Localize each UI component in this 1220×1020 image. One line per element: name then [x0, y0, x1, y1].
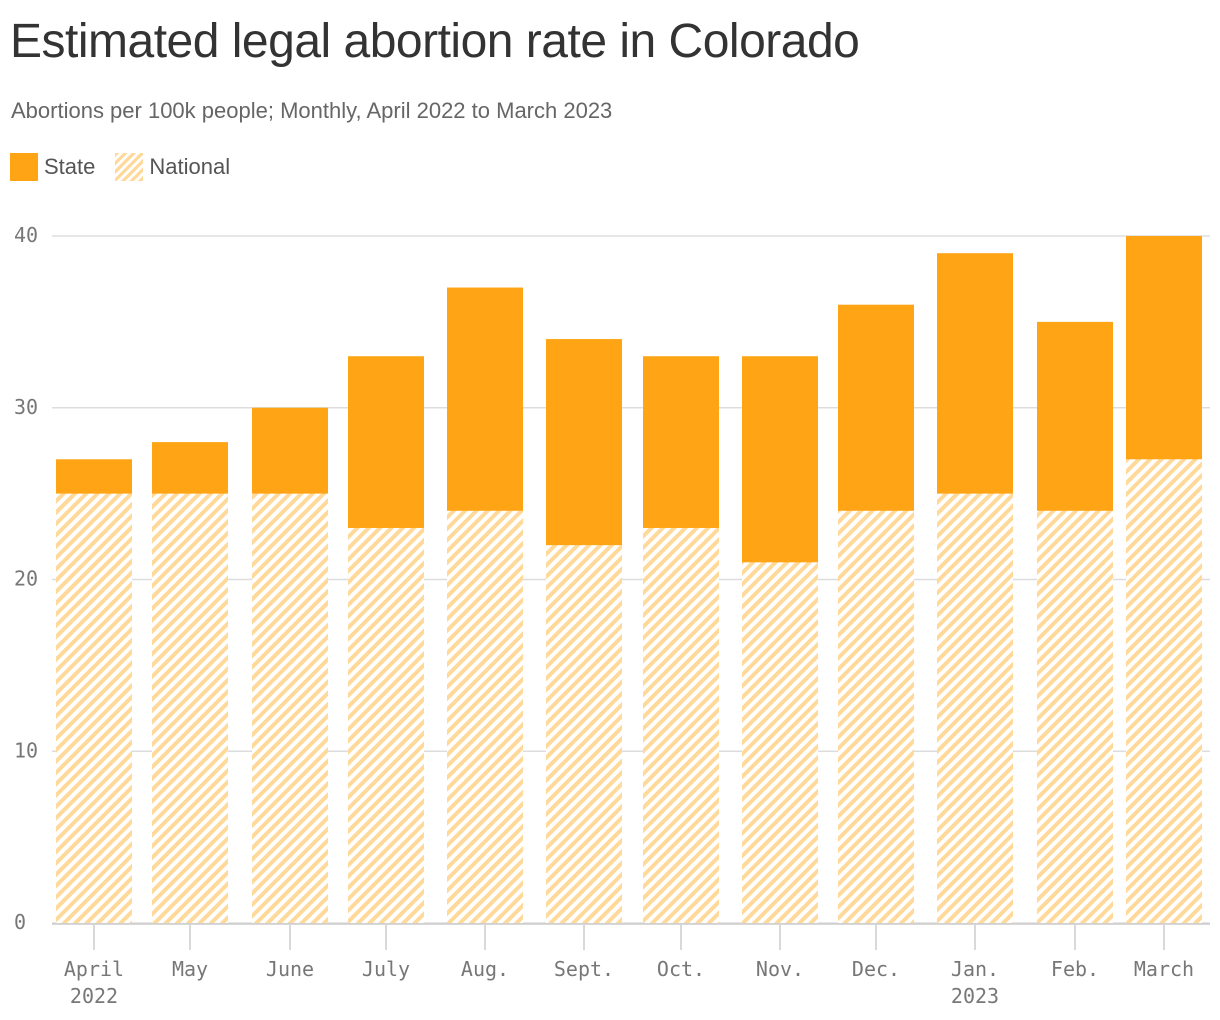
bar-national: [56, 493, 132, 923]
bar-national: [1037, 510, 1113, 923]
bar-national: [447, 510, 523, 923]
bar-national: [252, 493, 328, 923]
legend-label-national: National: [149, 154, 231, 179]
bars: [56, 236, 1202, 924]
x-tick-label: April: [64, 957, 124, 981]
x-tick-label: Aug.: [461, 957, 509, 981]
bar-national: [152, 493, 228, 923]
x-tick-label: Sept.: [554, 957, 614, 981]
legend-item-national: National: [115, 153, 230, 181]
gridlines: 0 10 20 30 40: [14, 223, 1210, 934]
y-tick-label: 30: [14, 395, 38, 419]
bar-national: [348, 527, 424, 923]
chart-title: Estimated legal abortion rate in Colorad…: [10, 15, 860, 68]
x-tick-label: June: [266, 957, 314, 981]
legend-swatch-state: [10, 153, 38, 181]
bar-national: [643, 527, 719, 923]
y-tick-label: 0: [14, 910, 26, 934]
chart-subtitle: Abortions per 100k people; Monthly, Apri…: [11, 98, 613, 123]
legend: State National: [10, 153, 250, 181]
bar-national: [937, 493, 1013, 923]
bar-national: [838, 510, 914, 923]
y-tick-label: 20: [14, 567, 38, 591]
x-tick-label: Dec.: [852, 957, 900, 981]
legend-swatch-national: [115, 153, 144, 181]
x-axis: April 2022 May June July Aug. Sept. Oct. Nov. Dec…: [52, 923, 1210, 1008]
x-tick-label: Oct.: [657, 957, 705, 981]
y-tick-label: 10: [14, 738, 38, 762]
bar-national: [742, 562, 818, 923]
x-tick-label: July: [362, 957, 410, 981]
x-tick-label: Feb.: [1051, 957, 1099, 981]
x-tick-label: May: [172, 957, 208, 981]
bar-national: [546, 545, 622, 923]
legend-label-state: State: [44, 154, 96, 179]
y-tick-label: 40: [14, 223, 38, 247]
x-tick-label: Jan.: [951, 957, 999, 981]
legend-item-state: State: [10, 153, 95, 181]
x-tick-label: Nov.: [756, 957, 804, 981]
x-tick-sublabel: 2023: [951, 984, 999, 1008]
x-tick-sublabel: 2022: [70, 984, 118, 1008]
x-tick-label: March: [1134, 957, 1194, 981]
bar-national: [1126, 459, 1202, 923]
